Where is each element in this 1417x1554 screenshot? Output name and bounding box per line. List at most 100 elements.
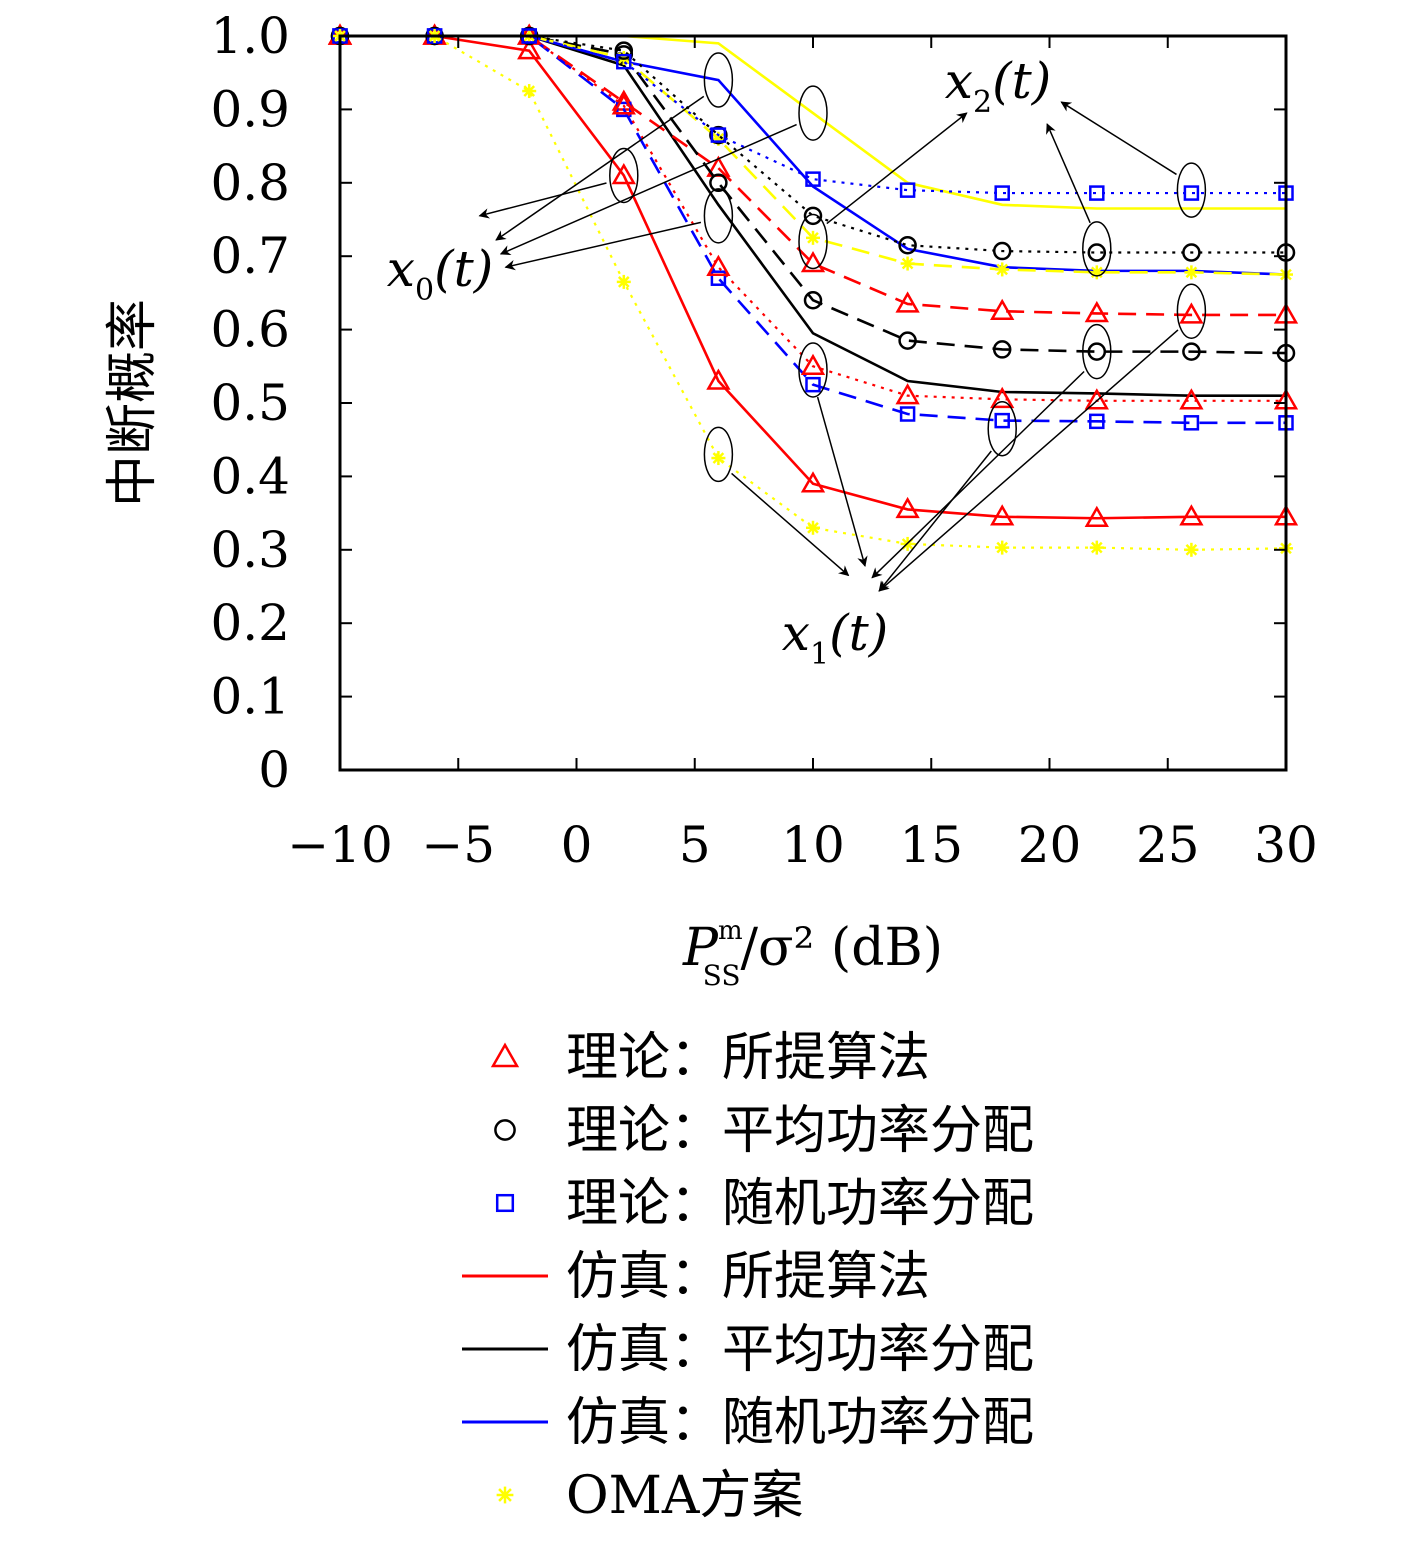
data-point-x1-OMA bbox=[1184, 265, 1199, 280]
data-point-x1-average bbox=[898, 331, 917, 350]
data-point-x2-random bbox=[994, 185, 1010, 201]
annotation-arrow-x0 bbox=[495, 95, 705, 241]
y-axis-title: 中断概率 bbox=[103, 299, 163, 507]
data-point-x2-proposed bbox=[895, 383, 920, 405]
data-point-x2-OMA bbox=[616, 274, 631, 289]
data-point-x2-average bbox=[992, 241, 1012, 261]
series-line-x0-OMA bbox=[340, 34, 1286, 210]
series-line-x1-average bbox=[340, 34, 1287, 355]
data-point-x1-average bbox=[1087, 342, 1107, 361]
data-point-x1-proposed bbox=[895, 291, 920, 313]
data-point-x2-random bbox=[1183, 185, 1200, 201]
y-tick-label: 0.4 bbox=[210, 447, 290, 505]
annotation-ellipse-x1 bbox=[1082, 323, 1112, 380]
data-point-x0-proposed bbox=[1084, 505, 1109, 527]
y-tick-label: 0.3 bbox=[210, 521, 290, 579]
series-line-x0-proposed bbox=[340, 34, 1286, 520]
annotation-ellipse-x2 bbox=[1082, 221, 1112, 277]
data-point-x2-proposed bbox=[611, 93, 636, 115]
data-point-x2-proposed bbox=[1084, 388, 1109, 410]
x-axis-title-main: P bbox=[682, 918, 719, 978]
data-point-x1-average bbox=[709, 173, 728, 193]
y-tick-label: 0.9 bbox=[210, 80, 290, 138]
data-point-x0-proposed bbox=[800, 471, 826, 493]
data-point-x2-average bbox=[803, 206, 823, 226]
annotation-ellipse-x0 bbox=[703, 52, 734, 108]
annotation-arrow-x1 bbox=[731, 472, 850, 577]
data-point-x1-average bbox=[1182, 342, 1201, 361]
series-line-x2-proposed bbox=[340, 34, 1286, 402]
annotation-ellipse-x1 bbox=[798, 342, 828, 398]
data-point-x2-average bbox=[1087, 243, 1107, 262]
data-point-x0-proposed bbox=[611, 162, 636, 185]
data-point-x1-proposed bbox=[1179, 302, 1204, 324]
x-tick-label: 10 bbox=[781, 816, 845, 874]
annotation-arrow-x1 bbox=[878, 450, 992, 592]
data-point-x2-random bbox=[805, 171, 821, 187]
annotation-arrow-x1 bbox=[878, 329, 1179, 592]
data-point-x1-random bbox=[805, 376, 821, 393]
annotation-arrow-x0 bbox=[499, 123, 797, 256]
data-point-x2-random bbox=[899, 182, 916, 198]
annotations: x0(t) x1(t) x2(t) bbox=[387, 52, 1207, 672]
x-tick-label: 25 bbox=[1136, 816, 1200, 874]
data-point-x2-OMA bbox=[711, 451, 726, 466]
data-point-x2-random bbox=[710, 127, 727, 143]
data-point-x0-proposed bbox=[517, 38, 542, 60]
annotation-arrow-x0 bbox=[478, 182, 607, 219]
x-tick-label: 30 bbox=[1254, 816, 1318, 874]
data-point-x2-average bbox=[709, 125, 728, 145]
data-point-x2-average bbox=[898, 235, 917, 255]
legend-label: 仿真：平均功率分配 bbox=[566, 1320, 1034, 1380]
legend: 理论：所提算法理论：平均功率分配理论：随机功率分配仿真：所提算法仿真：平均功率分… bbox=[462, 1028, 1034, 1526]
x-axis-title-rest: /σ² (dB) bbox=[741, 918, 943, 978]
annotation-label-x1: x1(t) bbox=[782, 604, 888, 672]
data-point-x2-OMA bbox=[1089, 540, 1104, 555]
y-tick-label: 0 bbox=[258, 741, 290, 799]
legend-label: OMA方案 bbox=[566, 1466, 803, 1526]
x-tick-label: 5 bbox=[679, 816, 711, 874]
data-point-x1-random bbox=[994, 412, 1010, 429]
annotation-ellipse-x0 bbox=[798, 85, 828, 141]
x-tick-label: −5 bbox=[421, 816, 495, 874]
data-point-x0-proposed bbox=[990, 504, 1015, 526]
y-tick-label: 0.5 bbox=[210, 374, 290, 432]
data-point-x1-random bbox=[1183, 415, 1200, 431]
data-point-x1-OMA bbox=[1089, 265, 1104, 280]
x-axis-title-sub: SS bbox=[703, 959, 741, 992]
legend-label: 仿真：随机功率分配 bbox=[566, 1393, 1034, 1453]
data-point-x1-random bbox=[1089, 413, 1105, 430]
annotation-arrow-x1 bbox=[871, 370, 1085, 579]
data-point-x2-OMA bbox=[806, 520, 820, 535]
data-point-x1-proposed bbox=[1084, 300, 1109, 323]
annotation-arrow-x0 bbox=[504, 221, 702, 271]
data-point-x2-proposed bbox=[800, 353, 826, 376]
annotation-ellipse-x0 bbox=[703, 188, 734, 244]
series-line-x2-average bbox=[340, 34, 1286, 254]
annotation-arrow-x2 bbox=[826, 112, 968, 225]
annotation-ellipse-x1 bbox=[1176, 283, 1207, 339]
data-point-x1-OMA bbox=[900, 256, 915, 271]
legend-label: 理论：随机功率分配 bbox=[566, 1174, 1034, 1234]
series-line-x1-random bbox=[340, 34, 1286, 425]
y-tick-label: 0.1 bbox=[210, 668, 290, 726]
annotation-ellipse-x2 bbox=[1176, 162, 1207, 218]
data-point-x0-proposed bbox=[706, 368, 731, 390]
legend-square-symbol bbox=[495, 1193, 515, 1213]
annotation-arrow-x1 bbox=[816, 396, 868, 567]
data-point-x1-OMA bbox=[806, 230, 820, 245]
data-point-x1-random bbox=[710, 270, 727, 286]
legend-star-symbol bbox=[496, 1486, 514, 1504]
annotation-arrow-x2 bbox=[1046, 123, 1091, 224]
axes: −10 −5 0 5 10 15 20 25 30 0 0.1 0.2 0.3 0.4 0.5 0.6 0.7 0… bbox=[103, 7, 1318, 992]
x-tick-label: −10 bbox=[287, 816, 393, 874]
annotation-ellipse-x1 bbox=[987, 400, 1017, 457]
y-tick-label: 0.8 bbox=[210, 154, 290, 212]
legend-triangle-symbol bbox=[490, 1042, 520, 1068]
data-point-x1-OMA bbox=[995, 262, 1010, 277]
data-point-x2-OMA bbox=[522, 84, 537, 99]
legend-label: 仿真：所提算法 bbox=[566, 1247, 930, 1307]
data-point-x2-proposed bbox=[990, 386, 1015, 409]
plot-area bbox=[327, 23, 1299, 557]
